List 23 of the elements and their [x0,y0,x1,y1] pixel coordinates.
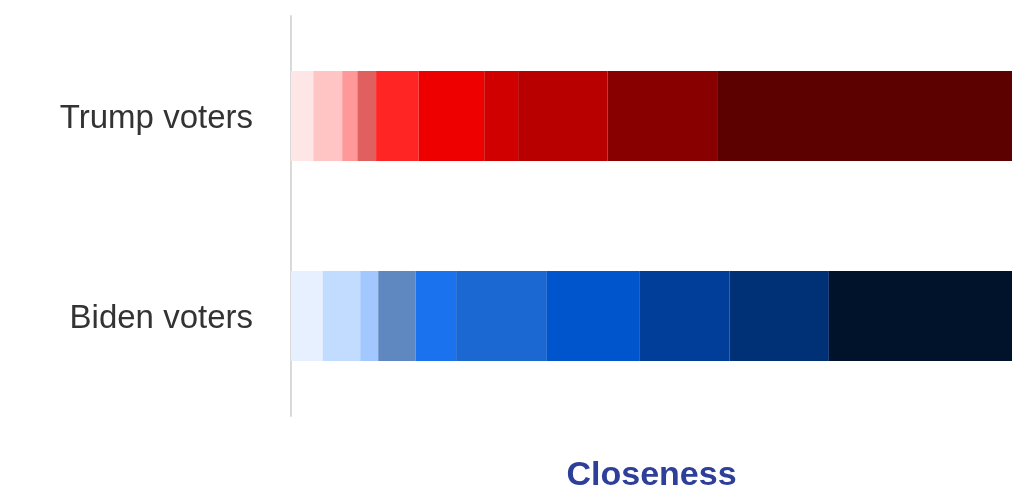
bar [291,71,314,161]
bar [291,271,323,361]
bar [418,71,485,161]
bar [415,271,457,361]
bar [376,71,419,161]
bar [546,271,640,361]
bar [322,271,361,361]
bar [313,71,343,161]
bar [357,71,377,161]
bar [456,271,547,361]
bar [607,71,718,161]
bar [484,71,519,161]
y-tick-label: Biden voters [69,297,253,335]
bar [717,71,1012,161]
bar [729,271,829,361]
bar [518,71,608,161]
bar [342,71,358,161]
bar [378,271,416,361]
bar [639,271,730,361]
bar [828,271,1012,361]
bar [360,271,379,361]
y-tick-label: Trump voters [59,97,253,135]
x-axis-title: Closeness [566,454,737,492]
